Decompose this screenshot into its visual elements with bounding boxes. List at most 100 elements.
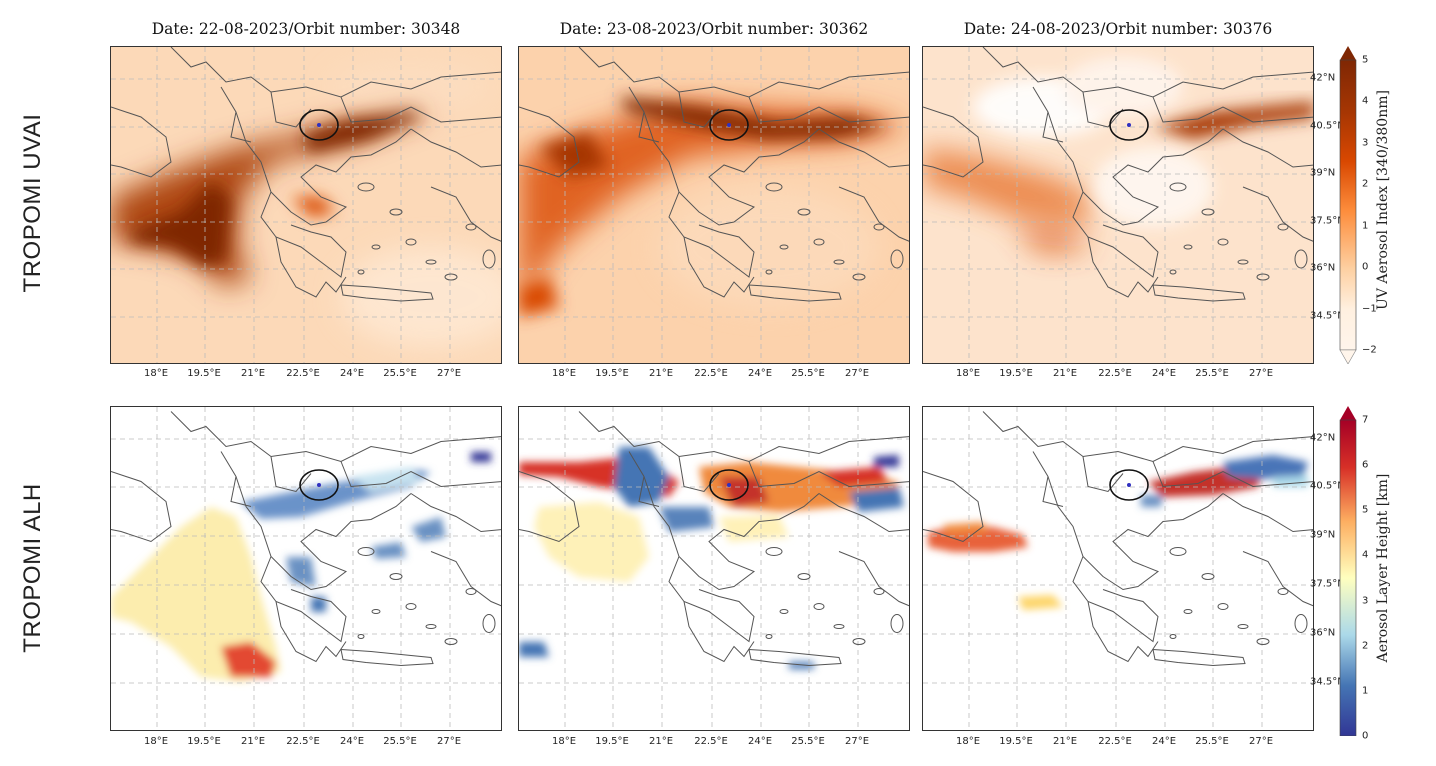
lat-tick-label: 39°N [1310,529,1336,541]
alh-colorbar-tick: 7 [1362,414,1369,426]
uvai-colorbar-tick: 1 [1362,220,1369,232]
panel-title-3: Date: 24-08-2023/Orbit number: 30376 [963,20,1273,38]
lon-tick-label: 18°E [143,368,169,379]
location-marker [317,123,321,127]
panel-title-1: Date: 22-08-2023/Orbit number: 30348 [151,20,461,38]
alh-map-panel-2 [518,406,910,731]
lon-tick-label: 25.5°E [791,736,825,747]
lat-tick-label: 34.5°N [1310,310,1345,322]
alh-colorbar-tick: 2 [1362,640,1369,652]
uvai-colorbar-tick: 0 [1362,261,1369,273]
lon-tick-label: 24°E [339,368,365,379]
alh-colorbar-label: Aerosol Layer Height [km] [1375,473,1391,663]
uvai-colorbar-tick: 4 [1362,95,1369,107]
alh-colorbar-tick: 5 [1362,504,1369,516]
lat-tick-label: 36°N [1310,627,1336,639]
uvai-colorbar-tick: 3 [1362,137,1369,149]
lat-tick-label: 39°N [1310,167,1336,179]
alh-colorbar-top-arrow [1340,406,1356,420]
alh-colorbar-tick: 3 [1362,595,1369,607]
uvai-colorbar-bottom-arrow [1339,349,1357,365]
alh-map-1 [111,407,501,730]
alh-map-panel-3 [922,406,1314,731]
lon-tick-label: 27°E [844,368,870,379]
lon-tick-label: 27°E [1248,736,1274,747]
uvai-colorbar-top-arrow [1340,46,1356,60]
alh-pixels-1 [111,452,491,682]
alh-map-2 [519,407,909,730]
lon-tick-label: 19.5°E [999,368,1033,379]
lon-tick-label: 24°E [747,736,773,747]
uvai-colorbar-tick: 2 [1362,178,1369,190]
lon-tick-label: 25.5°E [1195,368,1229,379]
uvai-colorbar-svg [1339,46,1357,365]
uvai-plume-3 [923,147,1093,252]
alh-colorbar-tick: 6 [1362,459,1369,471]
lon-tick-label: 18°E [143,736,169,747]
lon-tick-label: 18°E [551,736,577,747]
lat-tick-label: 36°N [1310,262,1336,274]
lon-tick-label: 18°E [955,736,981,747]
row-label-uvai: TROPOMI UVAI [19,113,46,293]
lat-tick-label: 40.5°N [1310,120,1345,132]
uvai-plume-2 [519,102,909,307]
lon-tick-label: 24°E [339,736,365,747]
alh-colorbar-gradient [1339,419,1357,737]
lon-tick-label: 22.5°E [694,368,728,379]
uvai-colorbar [1338,46,1358,365]
lat-tick-label: 42°N [1310,432,1336,444]
lon-tick-label: 22.5°E [694,736,728,747]
lon-tick-label: 19.5°E [595,368,629,379]
lon-tick-label: 18°E [551,368,577,379]
lon-tick-label: 21°E [240,736,266,747]
lon-tick-label: 24°E [747,368,773,379]
lon-tick-label: 21°E [1052,368,1078,379]
lat-tick-label: 40.5°N [1310,480,1345,492]
lon-tick-label: 27°E [436,736,462,747]
uvai-map-3 [923,47,1313,363]
lon-tick-label: 21°E [648,368,674,379]
lon-tick-label: 21°E [648,736,674,747]
alh-colorbar-svg [1339,406,1357,737]
alh-map-panel-1 [110,406,502,731]
lon-tick-label: 24°E [1151,368,1177,379]
lon-tick-label: 19.5°E [595,736,629,747]
lon-tick-label: 18°E [955,368,981,379]
lon-tick-label: 21°E [1052,736,1078,747]
alh-colorbar-tick: 1 [1362,685,1369,697]
lon-tick-label: 25.5°E [791,368,825,379]
alh-colorbar-tick: 4 [1362,549,1369,561]
lon-tick-label: 25.5°E [1195,736,1229,747]
lon-tick-label: 22.5°E [1098,736,1132,747]
lon-tick-label: 25.5°E [383,368,417,379]
uvai-map-panel-1 [110,46,502,364]
lon-tick-label: 22.5°E [1098,368,1132,379]
panel-title-2: Date: 23-08-2023/Orbit number: 30362 [559,20,869,38]
lon-tick-label: 27°E [1248,368,1274,379]
lat-tick-label: 37.5°N [1310,215,1345,227]
uvai-map-2 [519,47,909,363]
lon-tick-label: 25.5°E [383,736,417,747]
alh-pixels-3 [928,455,1308,610]
uvai-map-panel-2 [518,46,910,364]
lon-tick-label: 22.5°E [286,368,320,379]
alh-map-3 [923,407,1313,730]
uvai-map-panel-3 [922,46,1314,364]
row-label-alh: TROPOMI ALH [19,483,46,653]
uvai-colorbar-label: UV Aerosol Index [340/380nm] [1375,90,1391,310]
lon-tick-label: 19.5°E [187,368,221,379]
alh-colorbar [1338,406,1358,737]
alh-colorbar-tick: 0 [1362,730,1369,742]
lon-tick-label: 21°E [240,368,266,379]
uvai-colorbar-tick: 5 [1362,54,1369,66]
lon-tick-label: 19.5°E [999,736,1033,747]
lon-tick-label: 22.5°E [286,736,320,747]
uvai-colorbar-tick: −2 [1362,344,1377,356]
uvai-colorbar-gradient [1339,59,1357,351]
lat-tick-label: 42°N [1310,72,1336,84]
lon-tick-label: 27°E [844,736,870,747]
lon-tick-label: 19.5°E [187,736,221,747]
lon-tick-label: 24°E [1151,736,1177,747]
lat-tick-label: 34.5°N [1310,676,1345,688]
uvai-map-1 [111,47,501,363]
